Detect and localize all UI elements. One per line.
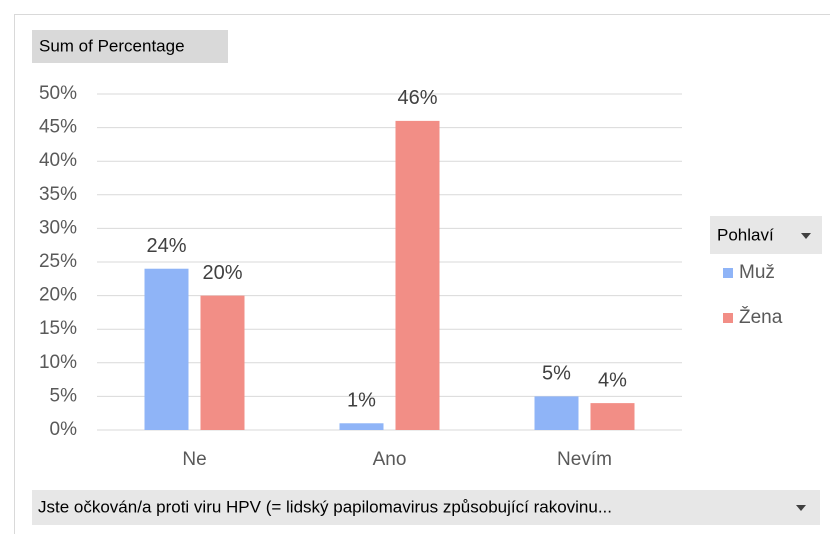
bar (534, 396, 579, 430)
y-tick-label: 20% (39, 285, 77, 306)
value-field-label: Sum of Percentage (39, 36, 185, 55)
data-label: 1% (347, 390, 376, 412)
bar (395, 120, 440, 430)
x-tick-label: Nevím (557, 449, 612, 470)
bar (144, 268, 189, 430)
axis-field-label: Jste očkován/a proti viru HPV (= lidský … (38, 497, 612, 516)
dropdown-arrow (801, 233, 811, 239)
y-tick-label: 25% (39, 251, 77, 272)
legend-swatch (723, 313, 733, 323)
axis-field-button[interactable] (32, 490, 820, 525)
y-tick-label: 30% (39, 217, 77, 238)
y-tick-label: 5% (50, 385, 78, 406)
y-tick-label: 50% (39, 83, 77, 104)
legend-label: Žena (739, 306, 783, 328)
bar (339, 423, 384, 430)
x-tick-label: Ne (182, 449, 206, 470)
y-tick-label: 15% (39, 318, 77, 339)
y-tick-label: 35% (39, 184, 77, 205)
bar (590, 403, 635, 430)
x-tick-label: Ano (373, 449, 407, 470)
y-tick-label: 0% (50, 419, 78, 440)
data-label: 20% (202, 262, 242, 284)
legend-swatch (723, 268, 733, 278)
y-tick-label: 45% (39, 117, 77, 138)
data-label: 24% (146, 235, 186, 257)
data-label: 46% (397, 87, 437, 109)
value-field-button[interactable] (32, 30, 228, 63)
y-tick-label: 10% (39, 352, 77, 373)
dropdown-arrow (796, 505, 806, 511)
bar (200, 295, 245, 430)
y-tick-label: 40% (39, 150, 77, 171)
data-label: 4% (598, 369, 627, 391)
data-label: 5% (542, 363, 571, 385)
legend-label: Muž (739, 262, 775, 283)
legend-title: Pohlaví (717, 225, 774, 244)
